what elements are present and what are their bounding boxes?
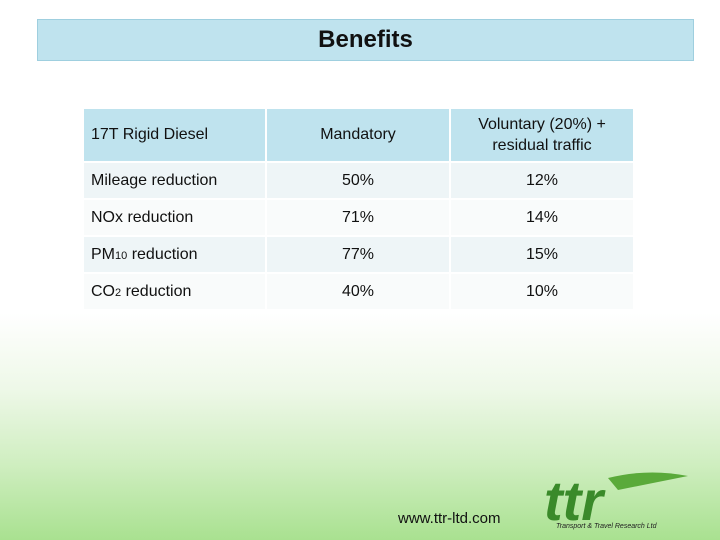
header-vehicle: 17T Rigid Diesel — [82, 107, 267, 163]
table-row: CO2 reduction 40% 10% — [82, 272, 635, 311]
row-label-suffix: reduction — [121, 282, 192, 300]
pollutant-name: CO — [91, 282, 115, 300]
logo-text: ttr — [544, 469, 606, 532]
table-header-row: 17T Rigid Diesel Mandatory Voluntary (20… — [82, 107, 635, 163]
pollutant-subscript: 2 — [115, 286, 122, 299]
header-voluntary: Voluntary (20%) + residual traffic — [449, 107, 635, 163]
mandatory-value: 71% — [265, 198, 451, 237]
slide-title: Benefits — [318, 26, 413, 53]
voluntary-value: 10% — [449, 272, 635, 311]
mandatory-value: 50% — [265, 161, 451, 200]
row-label-suffix: reduction — [127, 245, 198, 263]
voluntary-value: 14% — [449, 198, 635, 237]
header-voluntary-line1: Voluntary (20%) + — [478, 116, 606, 133]
row-label: Mileage reduction — [82, 161, 267, 200]
mandatory-value: 77% — [265, 235, 451, 274]
voluntary-value: 15% — [449, 235, 635, 274]
mandatory-value: 40% — [265, 272, 451, 311]
pollutant-name: PM — [91, 245, 115, 263]
ttr-logo: ttr — [544, 469, 688, 532]
table-row: PM10 reduction 77% 15% — [82, 235, 635, 274]
header-mandatory: Mandatory — [265, 107, 451, 163]
voluntary-value: 12% — [449, 161, 635, 200]
header-voluntary-line2: residual traffic — [492, 137, 592, 154]
benefits-table: 17T Rigid Diesel Mandatory Voluntary (20… — [82, 107, 635, 311]
row-label: CO2 reduction — [82, 272, 267, 311]
logo-tagline: Transport & Travel Research Ltd — [556, 523, 657, 530]
row-label: NOx reduction — [82, 198, 267, 237]
logo-swoosh — [608, 472, 688, 490]
table-row: Mileage reduction 50% 12% — [82, 161, 635, 200]
pollutant-subscript: 10 — [115, 249, 128, 262]
title-bar: Benefits — [37, 19, 694, 61]
website-url: www.ttr-ltd.com — [398, 510, 501, 527]
table-row: NOx reduction 71% 14% — [82, 198, 635, 237]
row-label: PM10 reduction — [82, 235, 267, 274]
